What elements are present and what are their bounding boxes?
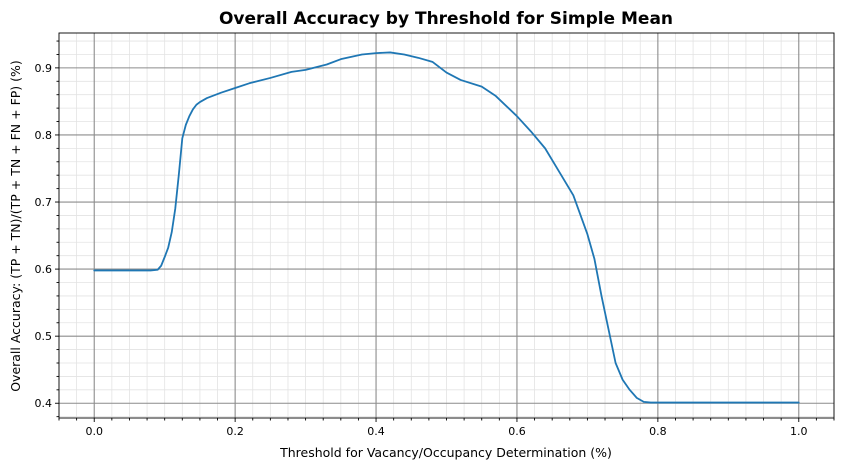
y-tick-label: 0.5 xyxy=(35,330,53,343)
series-layer xyxy=(93,51,800,404)
x-tick-label: 0.2 xyxy=(226,425,244,438)
x-tick-label: 1.0 xyxy=(790,425,808,438)
y-axis-label: Overall Accuracy: (TP + TN)/(TP + TN + F… xyxy=(8,60,23,392)
y-tick-label: 0.6 xyxy=(35,263,53,276)
y-tick-label: 0.9 xyxy=(35,62,53,75)
x-tick-label: 0.4 xyxy=(367,425,385,438)
series-line xyxy=(93,51,800,404)
x-tick-label: 0.8 xyxy=(649,425,667,438)
chart-title: Overall Accuracy by Threshold for Simple… xyxy=(219,9,673,29)
x-tick-label: 0.6 xyxy=(508,425,526,438)
major-grid xyxy=(59,33,834,418)
y-axis-ticks: 0.4 0.5 0.6 0.7 0.8 0.9 xyxy=(35,40,59,418)
y-tick-label: 0.4 xyxy=(35,397,53,410)
y-tick-label: 0.8 xyxy=(35,129,53,142)
y-tick-label: 0.7 xyxy=(35,196,53,209)
x-axis-ticks: 0.0 0.2 0.4 0.6 0.8 1.0 xyxy=(58,418,835,438)
x-axis-label: Threshold for Vacancy/Occupancy Determin… xyxy=(279,445,612,460)
x-tick-label: 0.0 xyxy=(85,425,103,438)
